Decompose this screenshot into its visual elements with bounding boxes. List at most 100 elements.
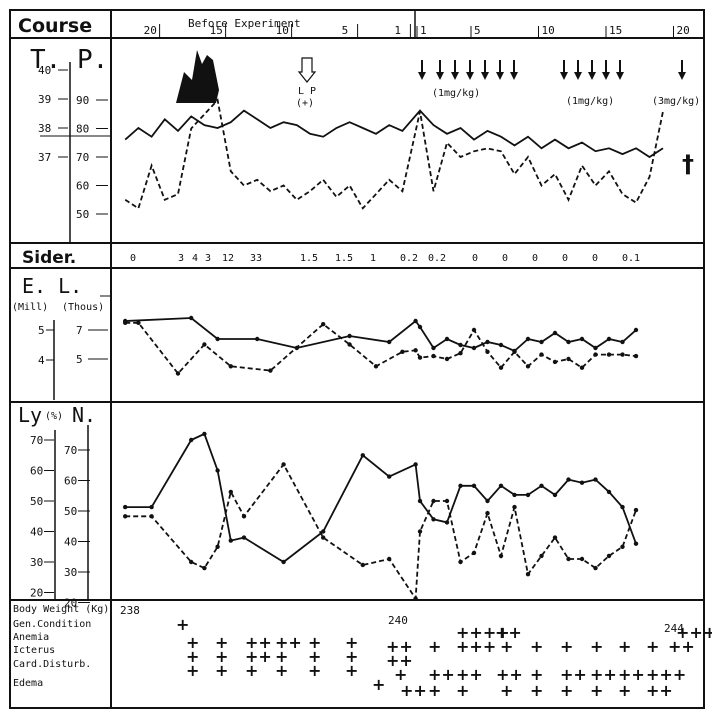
neutrophil-point <box>458 559 463 565</box>
n-tick-label: 50 <box>64 505 77 518</box>
clinical-row-label: Edema <box>13 678 43 689</box>
after-tick-label: 20 <box>677 24 690 37</box>
neutrophil-point <box>202 565 207 571</box>
leukocyte-point <box>566 356 571 362</box>
erythrocyte-point <box>525 336 531 342</box>
erythrocyte-point <box>215 336 220 342</box>
leukocyte-line <box>125 321 637 375</box>
ly-tick-label: 20 <box>30 587 43 600</box>
sider-value: 0.2 <box>428 253 446 264</box>
n-tick-label: 30 <box>64 566 77 579</box>
erythrocyte-point <box>189 315 194 321</box>
leukocyte-point <box>498 365 504 370</box>
lyn-axis: 70 60 50 40 30 20 70 60 50 40 30 20 <box>30 425 90 610</box>
before-tick-label: 1 <box>394 24 401 37</box>
clinical-plus-mark: +++ <box>676 623 712 642</box>
clinical-plus-mark: + <box>456 681 469 700</box>
erythrocyte-point <box>431 345 436 351</box>
clinical-plus-mark: ++ <box>400 681 427 700</box>
pulse-axis: 90 80 70 60 50 <box>40 94 110 221</box>
leukocyte-point <box>347 342 352 347</box>
lyn-label-ly: Ly <box>18 403 42 427</box>
lymphocyte-point <box>471 483 477 488</box>
leukocyte-point <box>579 365 585 370</box>
lymphocyte-point <box>417 498 423 504</box>
dose-arrow-head <box>602 72 610 80</box>
lymphocyte-point <box>458 483 463 488</box>
clinical-row-label: Card.Disturb. <box>13 659 91 670</box>
neutrophil-point <box>471 550 477 556</box>
sider-value: 3 <box>205 253 211 264</box>
leukocyte-point <box>525 364 531 369</box>
neutrophil-point <box>579 556 585 562</box>
lymphocyte-point <box>360 453 365 458</box>
clinical-row-label: Gen.Condition <box>13 619 91 630</box>
sider-value: 4 <box>192 253 198 264</box>
sider-label: Sider. <box>22 248 76 268</box>
lymphocyte-point <box>387 474 392 479</box>
leukocyte-point <box>633 353 639 359</box>
clinical-plus-mark: ++ <box>646 681 673 700</box>
neutrophil-point <box>431 498 436 504</box>
lymphocyte-point <box>525 492 531 498</box>
clinical-plus-mark: + <box>646 637 659 656</box>
dose-label-3: (3mg/kg) <box>652 96 700 107</box>
clinical-plus-mark: + <box>186 647 199 666</box>
erythrocyte-point <box>620 339 625 345</box>
e-tick-label: 4 <box>38 354 45 367</box>
clinical-plus-mark: +++ <box>456 637 496 656</box>
lymphocyte-point <box>633 541 639 546</box>
neutrophil-point <box>606 553 612 559</box>
clinical-plus-mark: + <box>560 637 573 656</box>
clinical-plus-mark: ++ <box>456 665 483 684</box>
lyn-label-pct: (%) <box>45 411 63 422</box>
clinical-plus-mark: + <box>372 675 385 694</box>
erythrocyte-point <box>413 318 418 324</box>
neutrophil-point <box>539 553 544 559</box>
erythrocyte-point <box>485 339 490 345</box>
clinical-plus-mark: + <box>530 665 543 684</box>
erythrocyte-point <box>458 342 463 348</box>
lymphocyte-point <box>281 559 286 565</box>
erythrocyte-point <box>552 330 558 336</box>
neutrophil-point <box>620 544 625 549</box>
header-ticks: 20 15 10 5 1 1 5 10 15 20 <box>144 24 690 38</box>
death-mark: † <box>682 150 694 178</box>
erythrocyte-point <box>347 333 352 339</box>
pulse-tick-label: 90 <box>76 94 89 107</box>
temp-tick-label: 38 <box>38 122 51 135</box>
erythrocyte-point <box>417 324 423 330</box>
e-tick-label: 5 <box>38 324 45 337</box>
clinical-plus-mark: + <box>176 615 189 634</box>
leukocyte-point <box>485 349 490 354</box>
clinical-plus-mark: ++ <box>495 623 522 642</box>
dose-arrow-head <box>451 72 459 80</box>
clinical-plus-mark: + <box>394 665 407 684</box>
lymphocyte-point <box>444 520 450 525</box>
fever-fill <box>176 50 219 103</box>
dose-arrow-head <box>678 72 686 80</box>
leukocyte-point <box>593 352 598 357</box>
before-tick-label: 20 <box>144 24 157 37</box>
temperature-axis: 40 39 38 37 <box>38 64 68 164</box>
clinical-plus-mark: ++ <box>590 665 617 684</box>
clinical-plus-mark: ++ <box>668 637 695 656</box>
neutrophil-point <box>444 498 450 504</box>
clinical-plus-mark: + <box>560 681 573 700</box>
clinical-plus-mark: ++ <box>275 633 302 652</box>
clinical-plus-mark: + <box>345 633 358 652</box>
n-tick-label: 40 <box>64 536 77 549</box>
before-tick-label: 5 <box>342 24 349 37</box>
after-tick-label: 10 <box>542 24 555 37</box>
erythrocyte-point <box>606 336 612 342</box>
neutrophil-point <box>417 529 423 534</box>
lymphocyte-point <box>593 477 598 482</box>
ly-tick-label: 40 <box>30 526 43 539</box>
lymphocyte-point <box>485 498 490 504</box>
temperature-line <box>124 109 664 159</box>
lymphocyte-point <box>189 437 194 443</box>
clinical-plus-mark: ++ <box>496 665 523 684</box>
sider-value: 0 <box>130 253 136 264</box>
clinical-plus-mark: + <box>215 661 228 680</box>
pulse-line <box>124 98 664 210</box>
